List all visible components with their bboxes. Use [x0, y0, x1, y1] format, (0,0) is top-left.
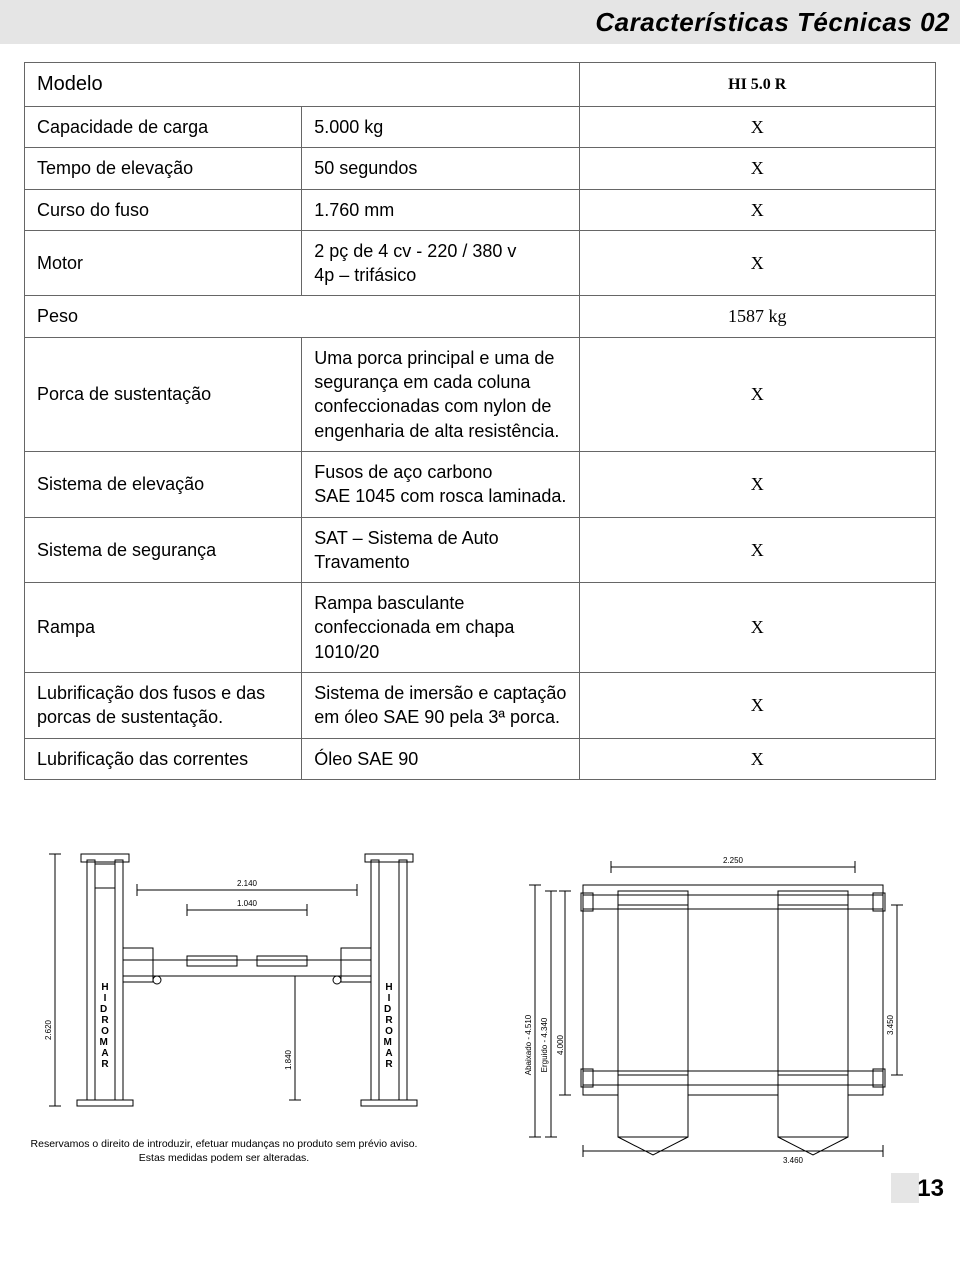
spec-label: Capacidade de carga	[25, 107, 302, 148]
dim-h-body: 4.000	[556, 1035, 565, 1056]
spec-value: Rampa basculante confeccionada em chapa …	[302, 583, 579, 673]
diagrams-row: HID ROM AR HID ROM AR 2.140 1.040 2.620 …	[24, 830, 936, 1165]
spec-label: Lubrificação dos fusos e das porcas de s…	[25, 673, 302, 739]
svg-text:HID ROM AR: HID ROM AR	[383, 982, 394, 1070]
spec-label: Sistema de segurança	[25, 517, 302, 583]
dim-h-down: Abaixado - 4.510	[524, 1014, 533, 1075]
dim-w-inner: 2.140	[237, 879, 258, 888]
spec-mark: X	[579, 673, 936, 739]
dim-w-top: 2.250	[723, 856, 744, 865]
spec-value: Fusos de aço carbonoSAE 1045 com rosca l…	[302, 451, 579, 517]
spec-mark: 1587 kg	[579, 296, 936, 337]
spec-table: Modelo HI 5.0 R Capacidade de carga5.000…	[24, 62, 936, 780]
table-row: Capacidade de carga5.000 kgX	[25, 107, 936, 148]
table-row: Sistema de elevaçãoFusos de aço carbonoS…	[25, 451, 936, 517]
table-row: Motor2 pç de 4 cv - 220 / 380 v4p – trif…	[25, 230, 936, 296]
diagram-footnote: Reservamos o direito de introduzir, efet…	[24, 1138, 424, 1165]
dim-w-ramp: 1.040	[237, 899, 258, 908]
spec-value: 5.000 kg	[302, 107, 579, 148]
spec-mark: X	[579, 189, 936, 230]
spec-value: 2 pç de 4 cv - 220 / 380 v4p – trifásico	[302, 230, 579, 296]
dim-h-up: Erguido - 4.340	[540, 1017, 549, 1072]
front-view-svg: HID ROM AR HID ROM AR 2.140 1.040 2.620 …	[37, 830, 457, 1130]
table-row: Sistema de segurançaSAT – Sistema de Aut…	[25, 517, 936, 583]
dim-h-clear: 1.840	[284, 1049, 293, 1070]
spec-value: Sistema de imersão e captação em óleo SA…	[302, 673, 579, 739]
table-row: Lubrificação das correntesÓleo SAE 90X	[25, 738, 936, 779]
spec-value: SAT – Sistema de AutoTravamento	[302, 517, 579, 583]
spec-label: Porca de sustentação	[25, 337, 302, 451]
dim-w-base: 3.460	[783, 1156, 804, 1165]
spec-value: Uma porca principal e uma de segurança e…	[302, 337, 579, 451]
spec-label: Lubrificação das correntes	[25, 738, 302, 779]
spec-value: 1.760 mm	[302, 189, 579, 230]
table-row: Tempo de elevação50 segundosX	[25, 148, 936, 189]
spec-label: Rampa	[25, 583, 302, 673]
spec-mark: X	[579, 583, 936, 673]
table-row: Lubrificação dos fusos e das porcas de s…	[25, 673, 936, 739]
spec-label: Tempo de elevação	[25, 148, 302, 189]
top-view-svg: 2.250 Abaixado - 4.510 Erguido - 4.340 4…	[493, 845, 933, 1165]
spec-mark: X	[579, 148, 936, 189]
model-row: Modelo HI 5.0 R	[25, 63, 936, 107]
diagram-top: 2.250 Abaixado - 4.510 Erguido - 4.340 4…	[490, 845, 936, 1165]
model-value: HI 5.0 R	[579, 63, 936, 107]
spec-label: Motor	[25, 230, 302, 296]
model-label: Modelo	[25, 63, 580, 107]
page-title: Características Técnicas 02	[595, 7, 950, 38]
dim-h-total: 2.620	[44, 1019, 53, 1040]
spec-label: Curso do fuso	[25, 189, 302, 230]
spec-mark: X	[579, 451, 936, 517]
table-row: Peso1587 kg	[25, 296, 936, 337]
table-row: RampaRampa basculante confeccionada em c…	[25, 583, 936, 673]
table-row: Porca de sustentaçãoUma porca principal …	[25, 337, 936, 451]
header-bar: Características Técnicas 02	[0, 0, 960, 44]
spec-mark: X	[579, 107, 936, 148]
page-number: 13	[917, 1175, 948, 1203]
spec-mark: X	[579, 517, 936, 583]
diagram-front: HID ROM AR HID ROM AR 2.140 1.040 2.620 …	[24, 830, 470, 1165]
spec-mark: X	[579, 230, 936, 296]
table-row: Curso do fuso1.760 mmX	[25, 189, 936, 230]
svg-text:HID ROM AR: HID ROM AR	[99, 982, 110, 1070]
dim-h-rail: 3.450	[886, 1015, 895, 1036]
spec-value: 50 segundos	[302, 148, 579, 189]
spec-mark: X	[579, 738, 936, 779]
spec-label: Sistema de elevação	[25, 451, 302, 517]
spec-mark: X	[579, 337, 936, 451]
spec-value: Óleo SAE 90	[302, 738, 579, 779]
spec-label: Peso	[25, 296, 580, 337]
